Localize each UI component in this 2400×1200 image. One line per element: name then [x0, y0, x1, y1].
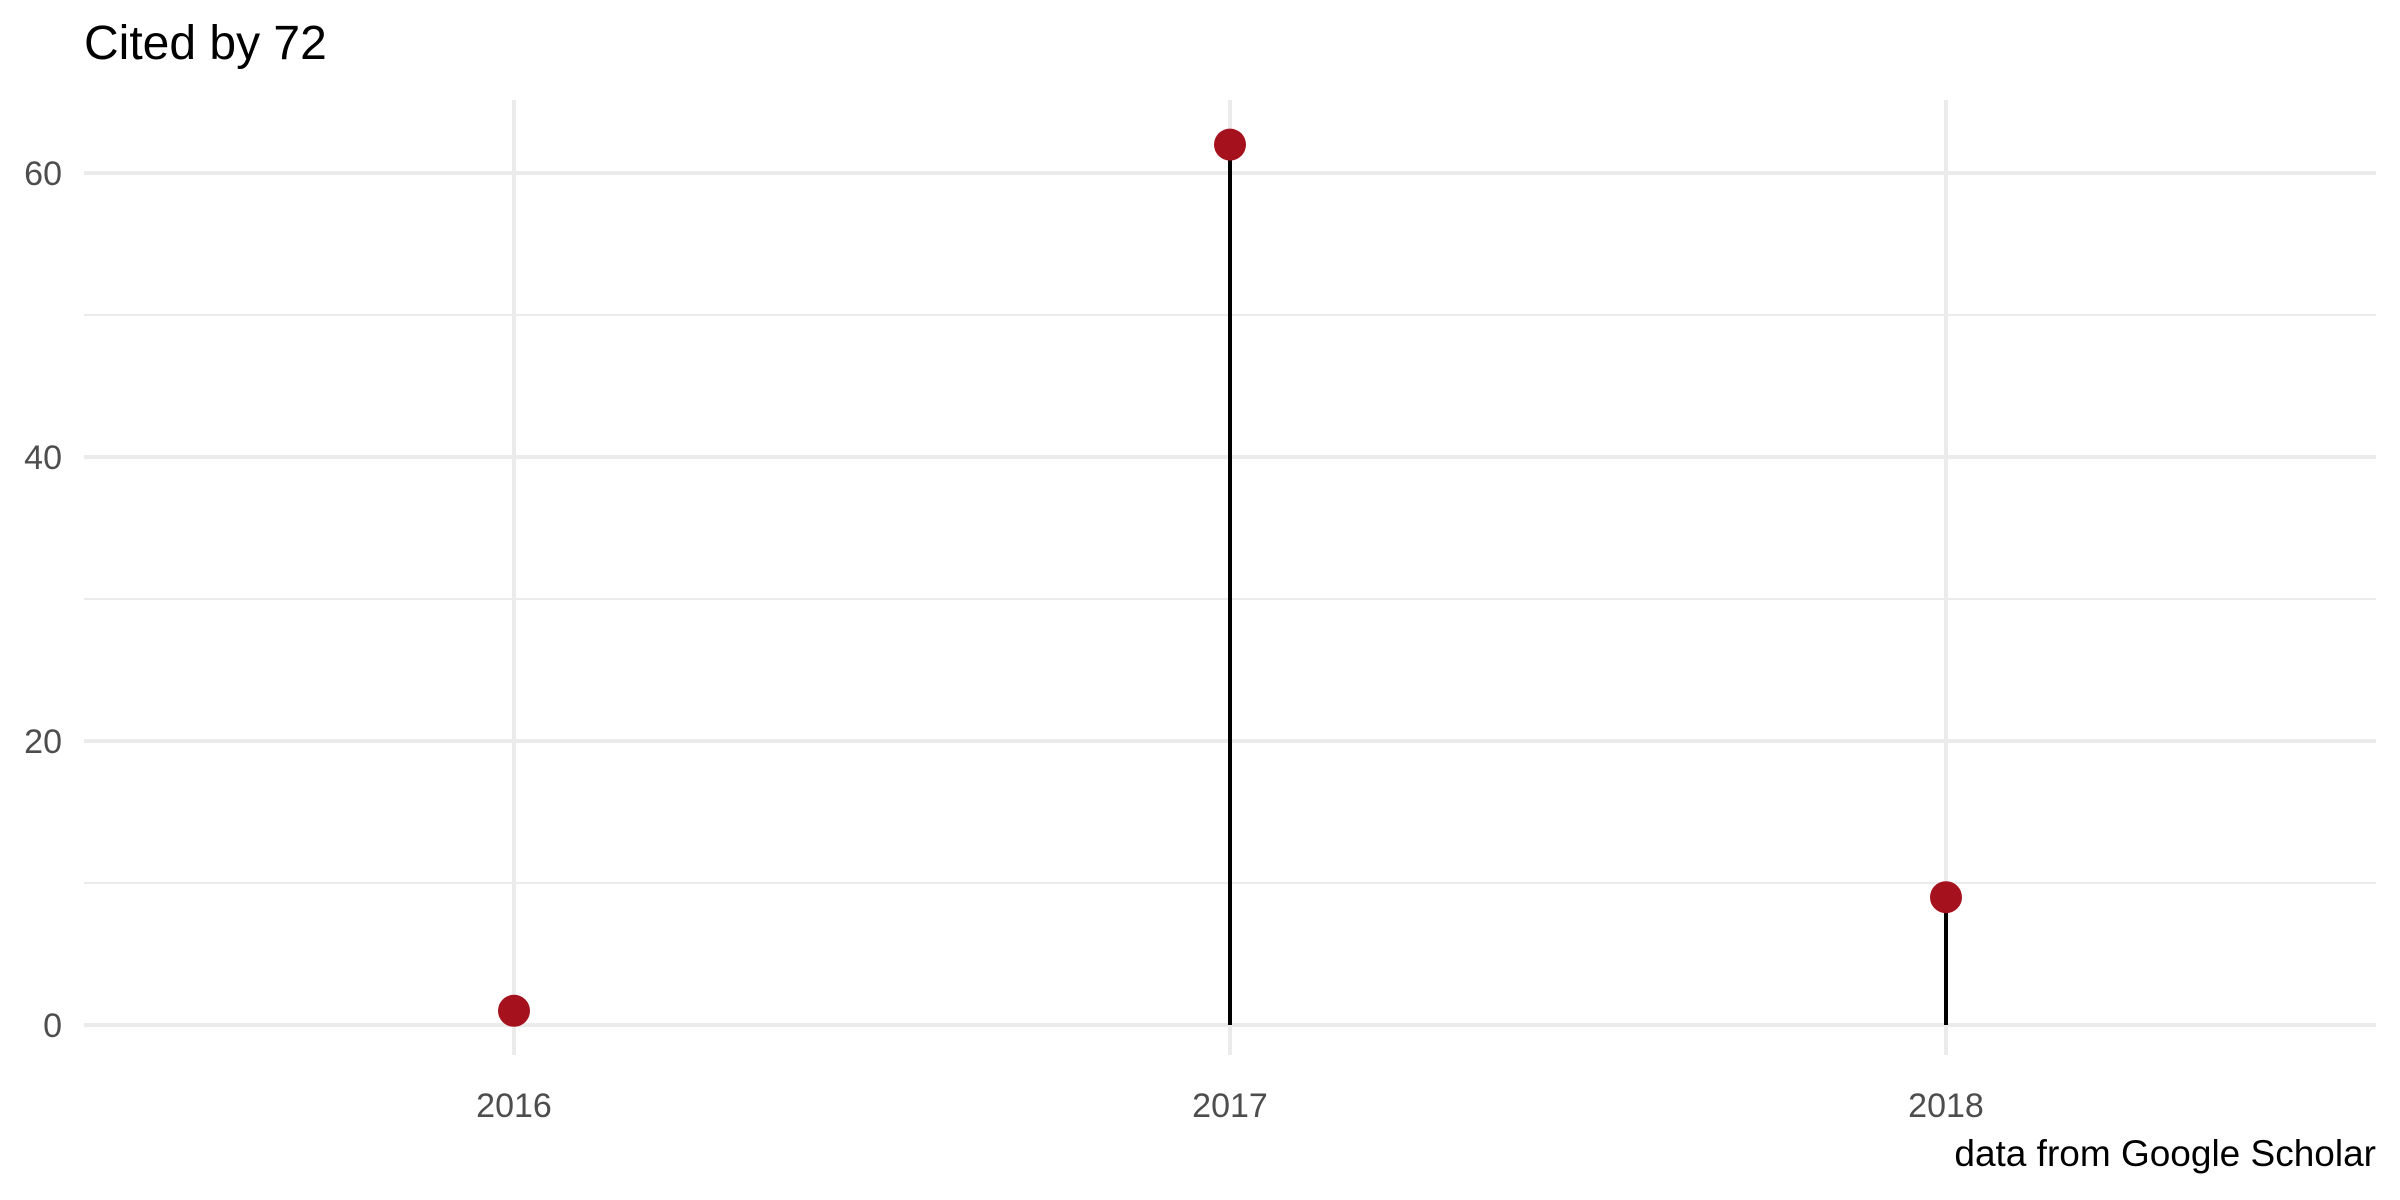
lollipop-points [498, 128, 1962, 1027]
chart-title: Cited by 72 [84, 17, 327, 70]
lollipop-point-2018 [1930, 881, 1962, 914]
lollipop-point-2017 [1214, 128, 1246, 161]
chart-caption: data from Google Scholar [1954, 1133, 2376, 1174]
y-tick-label: 20 [24, 723, 62, 761]
lollipop-point-2016 [498, 994, 530, 1027]
x-tick-label: 2016 [476, 1087, 552, 1125]
lollipop-stems [512, 144, 1948, 1025]
x-tick-label: 2017 [1192, 1087, 1268, 1125]
x-axis-tick-labels: 2016 2017 2018 [476, 1087, 1984, 1125]
y-tick-label: 0 [43, 1007, 62, 1045]
y-tick-label: 40 [24, 439, 62, 477]
y-axis-tick-labels: 0 20 40 60 [24, 155, 62, 1045]
y-tick-label: 60 [24, 155, 62, 193]
x-tick-label: 2018 [1908, 1087, 1984, 1125]
